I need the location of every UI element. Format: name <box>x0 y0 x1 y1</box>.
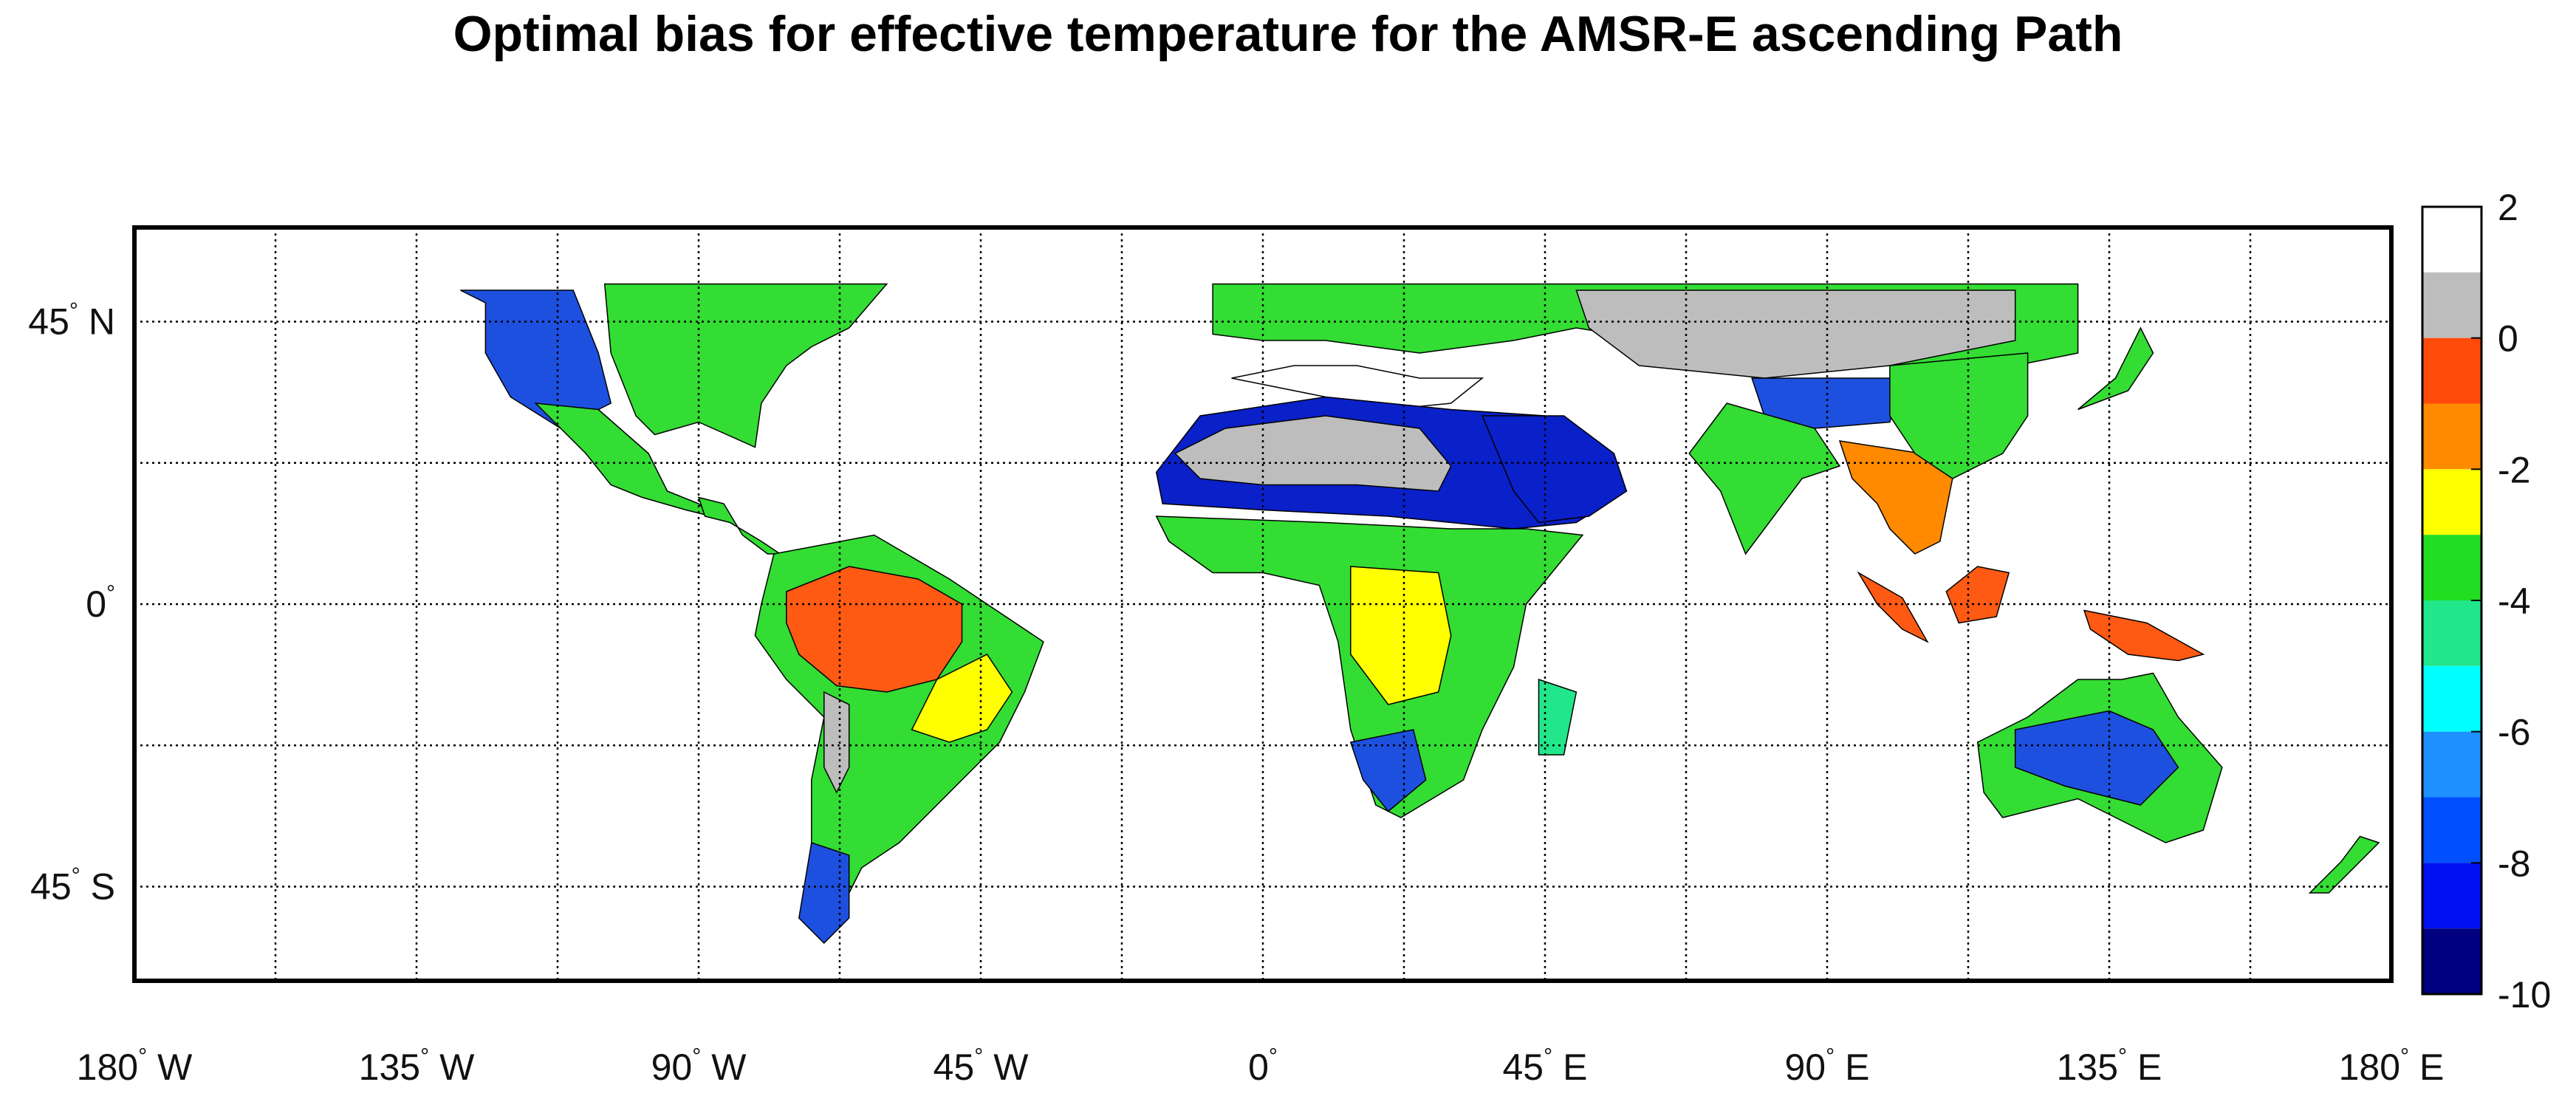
lon-tick-label: 45° E <box>1503 1044 1588 1088</box>
lat-tick-label: 45° N <box>28 299 115 343</box>
lat-tick-label: 45° S <box>30 864 115 908</box>
colorbar-tick-label: -4 <box>2498 580 2530 622</box>
region-africa-yellow <box>1350 566 1452 705</box>
region-tibet <box>1751 377 1903 429</box>
region-madagascar <box>1538 678 1578 756</box>
region-arabia <box>1481 415 1628 524</box>
latitude-tick-labels: 45° N 0° 45° S <box>28 299 115 908</box>
colorbar-bin <box>2422 207 2481 273</box>
colorbar-tick-label: -2 <box>2498 449 2530 490</box>
region-new-guinea <box>2083 609 2205 662</box>
region-south-africa-blue <box>1349 729 1427 812</box>
region-india <box>1688 403 1841 555</box>
colorbar-tick-label: -8 <box>2498 843 2530 884</box>
map-frame <box>132 225 2394 983</box>
lon-tick-label: 90° E <box>1785 1044 1870 1088</box>
lon-tick-label: 180° W <box>77 1044 193 1088</box>
lon-tick-label: 135° E <box>2057 1044 2162 1088</box>
colorbar-tick-label: 0 <box>2498 318 2518 360</box>
region-borneo <box>1945 566 2010 624</box>
region-mediterranean-sea <box>1231 365 1484 411</box>
colorbar-tick-label: -6 <box>2498 712 2530 753</box>
colorbar-bin <box>2422 600 2481 666</box>
colorbar-bin <box>2422 403 2481 470</box>
region-china-south <box>1889 352 2029 479</box>
colorbar-bin <box>2422 272 2481 338</box>
region-patagonia <box>798 842 850 945</box>
colorbar-bin <box>2422 469 2481 535</box>
region-north-america-east <box>603 283 888 448</box>
colorbar-tick-label: 2 <box>2498 187 2518 228</box>
colorbar-bin <box>2422 797 2481 863</box>
region-new-zealand <box>2308 835 2380 894</box>
colorbar-bin <box>2422 535 2481 600</box>
region-japan <box>2077 326 2154 411</box>
graticule-gridlines <box>134 227 2391 981</box>
region-andes <box>823 691 850 794</box>
colorbar: 2 0 -2 -4 -6 -8 -10 <box>2421 187 2551 1015</box>
lon-tick-label: 135° W <box>359 1044 475 1088</box>
region-sumatra <box>1857 571 1929 643</box>
lon-tick-label: 45° W <box>934 1044 1030 1088</box>
region-australia-blue <box>2014 710 2179 806</box>
longitude-tick-labels: 180° W 135° W 90° W 45° W 0° 45° E 90° E 135° E 180° E <box>77 1044 2445 1088</box>
colorbar-bin <box>2422 665 2481 732</box>
region-south-america-yellow <box>911 654 1013 743</box>
colorbar-bin <box>2422 338 2481 404</box>
lat-tick-label: 0° <box>86 581 115 625</box>
region-sahara-grey <box>1174 415 1452 492</box>
colorbar-bin <box>2422 731 2481 798</box>
lon-tick-label: 180° E <box>2339 1044 2445 1088</box>
page-title: Optimal bias for effective temperature f… <box>453 6 2123 62</box>
colorbar-bin <box>2422 928 2481 994</box>
lon-tick-label: 90° W <box>651 1044 747 1088</box>
colorbar-bin <box>2422 863 2481 929</box>
lon-tick-label: 0° <box>1248 1044 1278 1088</box>
colorbar-tick-label: -10 <box>2498 974 2551 1015</box>
bias-regions-layer <box>460 283 2380 945</box>
